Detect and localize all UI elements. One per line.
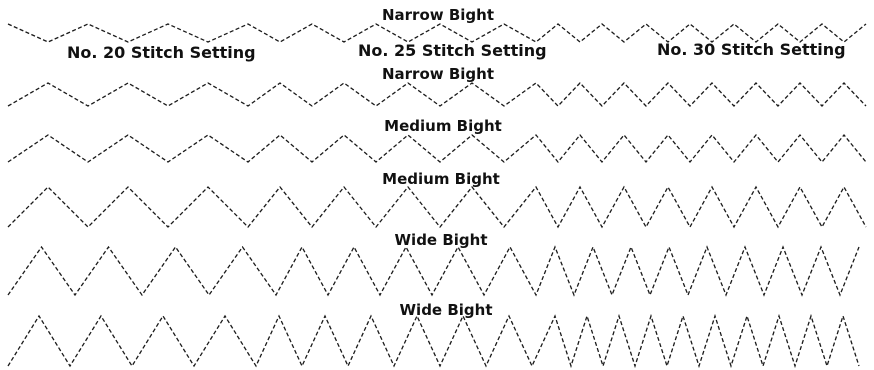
stitch-row-5 <box>7 245 860 297</box>
stitch-row-2 <box>7 82 867 107</box>
row-label-narrow-1: Narrow Bight <box>381 6 495 24</box>
setting-label-no-25: No. 25 Stitch Setting <box>358 41 547 60</box>
stitch-row-3 <box>7 133 867 164</box>
row-label-wide-1: Wide Bight <box>394 231 488 249</box>
row-label-wide-2: Wide Bight <box>399 301 493 319</box>
row-label-narrow-2: Narrow Bight <box>381 65 495 83</box>
row-label-medium-1: Medium Bight <box>384 117 502 135</box>
setting-label-no-20: No. 20 Stitch Setting <box>67 43 256 62</box>
row-label-medium-2: Medium Bight <box>382 170 500 188</box>
stitch-row-1 <box>7 23 867 43</box>
stitch-row-6 <box>7 313 860 369</box>
setting-label-no-30: No. 30 Stitch Setting <box>657 40 846 59</box>
stitch-row-4 <box>7 185 867 229</box>
